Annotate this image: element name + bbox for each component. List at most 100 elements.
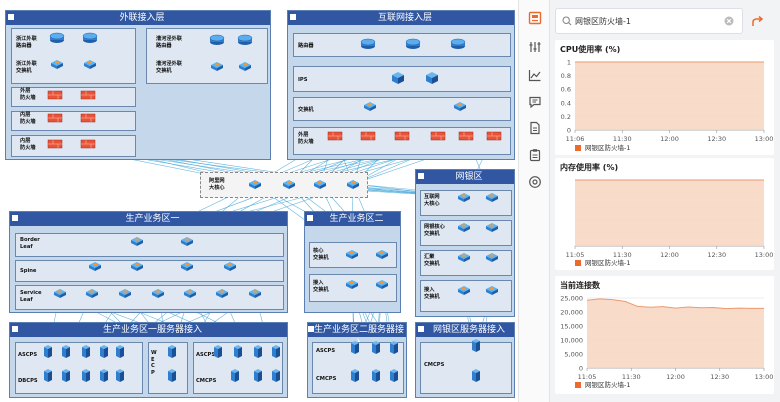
x-tick-label: 13:00 xyxy=(755,373,774,381)
x-tick-label: 12:00 xyxy=(666,373,685,381)
server-label: CMCPS xyxy=(196,378,217,384)
x-tick-label: 13:00 xyxy=(755,251,774,259)
server-label: ASCPS xyxy=(316,348,336,354)
document-icon[interactable] xyxy=(528,121,542,135)
zone-title: 生产业务区一服务器接入 xyxy=(102,325,202,335)
row-label: 浙江外联 交换机 xyxy=(16,61,37,74)
core-band[interactable]: 阿里网 大核心 xyxy=(200,172,368,198)
monitor-panel: CPU使用率 (%) 10.80.60.40.2011:0611:3012:00… xyxy=(550,0,780,402)
y-tick-label: 15,000 xyxy=(560,323,583,331)
row-label: 漕河泾外联 路由器 xyxy=(156,36,182,49)
target-icon[interactable] xyxy=(528,175,542,189)
series-area xyxy=(575,62,764,130)
panel-icon[interactable] xyxy=(528,11,542,25)
side-toolbar xyxy=(518,0,550,402)
zone-srv3[interactable]: 网银区服务器接入 CMCPS xyxy=(415,322,515,398)
netbank-row xyxy=(420,280,512,312)
share-icon[interactable] xyxy=(751,14,765,28)
zone-outer[interactable]: 外联接入层 浙江外联 路由器 浙江外联 交换机 外层 防火墙 内层 防火墙 内层… xyxy=(5,10,271,160)
prod1-spine-row xyxy=(15,260,284,282)
zone-srv2[interactable]: 生产业务区二服务器接入 ASCPS CMCPS xyxy=(307,322,407,398)
row-label: 接入 交换机 xyxy=(424,287,440,300)
server-label: W E C P xyxy=(151,350,157,376)
x-tick-label: 12:30 xyxy=(707,251,726,259)
cpu-chart-card: CPU使用率 (%) 1 0.8 0.6 0.4 0.2 0 11:06 11:30 12:00… xyxy=(555,40,774,155)
zone-title: 网银区服务器接入 xyxy=(432,325,505,335)
server-label: CMCPS xyxy=(424,362,445,368)
x-tick-label: 12:00 xyxy=(660,251,679,259)
connections-chart-card: 当前连接数 25,000 20,000 15,000 10,000 5,000 0 11:0… xyxy=(555,276,774,394)
row-label: 核心 交换机 xyxy=(313,248,329,261)
x-tick-label: 11:30 xyxy=(622,373,641,381)
row-label: Service Leaf xyxy=(20,290,42,303)
row-label: 浙江外联 路由器 xyxy=(16,36,37,49)
zone-prod2[interactable]: 生产业务区二 核心 交换机 接入 交换机 xyxy=(304,211,401,313)
legend-label: 网银区防火墙-1 xyxy=(585,144,631,152)
connections-chart: 25,000 20,000 15,000 10,000 5,000 011:05 11:30… xyxy=(560,295,774,382)
zone-netbank[interactable]: 网银区 互联网 大核心 网银核心 交换机 汇聚 交换机 接入 交换机 xyxy=(415,169,515,317)
search-input[interactable] xyxy=(575,13,715,29)
row-label: 漕河泾外联 交换机 xyxy=(156,61,182,74)
x-tick-label: 11:05 xyxy=(566,251,585,259)
trend-icon[interactable] xyxy=(528,68,542,82)
row-label: 互联网 大核心 xyxy=(424,194,440,207)
server-label: ASCPS xyxy=(196,352,216,358)
zone-srv1[interactable]: 生产业务区一服务器接入 ASCPS DBCPS W E C P ASCPS CM… xyxy=(9,322,288,398)
x-tick-label: 12:00 xyxy=(660,135,679,143)
internet-switch-row xyxy=(293,97,511,121)
sliders-icon[interactable] xyxy=(528,40,542,54)
row-label: Border Leaf xyxy=(20,237,40,250)
legend-label: 网银区防火墙-1 xyxy=(585,381,631,389)
clear-icon[interactable] xyxy=(724,16,734,26)
row-label: 路由器 xyxy=(298,43,314,49)
row-label: Spine xyxy=(20,268,37,274)
x-tick-label: 11:30 xyxy=(613,251,632,259)
row-label: 网银核心 交换机 xyxy=(424,224,445,237)
chart-title: CPU使用率 (%) xyxy=(560,45,621,54)
zone-title: 网银区 xyxy=(455,172,483,182)
outer-fw-row xyxy=(11,87,136,107)
outer-group-zj xyxy=(11,28,136,84)
x-tick-label: 12:30 xyxy=(707,135,726,143)
zone-title: 外联接入层 xyxy=(119,13,165,23)
zone-title: 互联网接入层 xyxy=(377,13,432,23)
clipboard-icon[interactable] xyxy=(528,148,542,162)
y-tick-label: 25,000 xyxy=(560,295,583,303)
device-search[interactable] xyxy=(555,8,743,34)
internet-router-row xyxy=(293,33,511,57)
x-tick-label: 11:05 xyxy=(578,373,597,381)
outer-ifw-row xyxy=(11,111,136,131)
row-label: 接入 交换机 xyxy=(313,280,329,293)
server-label: ASCPS xyxy=(18,352,38,358)
x-tick-label: 13:00 xyxy=(755,135,774,143)
server-label: DBCPS xyxy=(18,378,38,384)
zone-title: 生产业务区一 xyxy=(125,214,180,224)
row-label: 内层 防火墙 xyxy=(20,112,36,125)
series-line xyxy=(586,298,764,310)
legend-label: 网银区防火墙-1 xyxy=(585,259,631,267)
topology-canvas[interactable]: 外联接入层 浙江外联 路由器 浙江外联 交换机 外层 防火墙 内层 防火墙 内层… xyxy=(0,0,518,402)
prod1-border-row xyxy=(15,233,284,257)
zone-internet[interactable]: 互联网接入层 路由器 IPS 交换机 外层 防火墙 xyxy=(287,10,515,160)
prod1-service-row xyxy=(15,285,284,310)
y-tick-label: 1 xyxy=(567,59,571,67)
row-label: 交换机 xyxy=(298,107,314,113)
message-icon[interactable] xyxy=(528,95,542,109)
internet-fw-row xyxy=(293,127,511,155)
zone-title: 生产业务区二 xyxy=(329,214,384,224)
chart-title: 内存使用率 (%) xyxy=(560,163,619,172)
srv1-group-a xyxy=(15,342,143,394)
chart-title: 当前连接数 xyxy=(560,281,600,290)
x-tick-label: 11:30 xyxy=(613,135,632,143)
y-tick-label: 0.8 xyxy=(561,72,571,80)
cpu-chart: 1 0.8 0.6 0.4 0.2 011:06 11:30 12:00 12:30 13:00 xyxy=(561,59,774,144)
series-area xyxy=(575,180,764,246)
zone-prod1[interactable]: 生产业务区一 Border Leaf Spine Service Leaf xyxy=(9,211,288,313)
chart-legend: 网银区防火墙-1 xyxy=(575,257,630,267)
memory-chart: 11:05 11:30 12:00 12:30 13:00 xyxy=(566,179,774,259)
srv1-group-c xyxy=(193,342,283,394)
row-label: 内层 防火墙 xyxy=(20,138,36,151)
series-area xyxy=(587,298,764,368)
y-tick-label: 10,000 xyxy=(560,337,583,345)
y-tick-label: 20,000 xyxy=(560,309,583,317)
